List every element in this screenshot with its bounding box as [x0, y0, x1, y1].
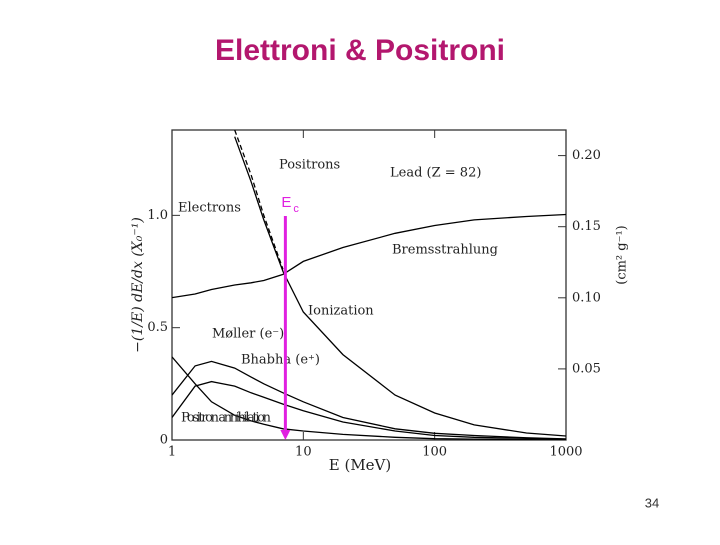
series-label: Bhabha (e⁺) — [241, 353, 320, 368]
x-axis-label: E (MeV) — [329, 456, 392, 474]
series-label: Electrons — [178, 201, 241, 216]
annotation: Lead (Z = 82) — [390, 166, 481, 181]
plot-frame — [171, 129, 567, 441]
page-number: 34 — [645, 495, 659, 510]
x-tick-label: 1000 — [549, 445, 582, 460]
annotation: Ionization — [308, 304, 374, 319]
series-line — [172, 356, 566, 440]
y-axis-label: −(1/E) dE/dx (X₀⁻¹) — [130, 217, 146, 353]
y-tick-label: 1.0 — [147, 208, 168, 223]
series-line — [234, 130, 284, 270]
x-tick-label: 1 — [168, 445, 176, 460]
ec-subscript: c — [293, 203, 299, 215]
y2-tick-label: 0.20 — [572, 148, 601, 163]
series-label: Møller (e⁻) — [212, 327, 284, 342]
series-label: Positrons — [279, 158, 340, 173]
x-tick-label: 100 — [422, 445, 447, 460]
y2-axis-label: (cm² g⁻¹) — [615, 225, 630, 285]
y2-tick-label: 0.10 — [572, 290, 601, 305]
critical-energy-arrow — [280, 430, 291, 440]
y-tick-label: 0 — [160, 433, 168, 448]
series-line — [234, 136, 566, 437]
series-label: Positron annihilation — [181, 411, 272, 426]
series-label: Bremsstrahlung — [392, 243, 498, 258]
y-tick-label: 0.5 — [147, 320, 168, 335]
x-tick-label: 10 — [295, 445, 312, 460]
y2-tick-label: 0.05 — [572, 361, 601, 376]
slide-title: Elettroni & Positroni — [215, 34, 505, 67]
ec-symbol: E — [281, 194, 291, 211]
series-line — [172, 360, 566, 440]
series-line — [172, 380, 566, 440]
series-line — [172, 213, 566, 299]
y2-tick-label: 0.15 — [572, 219, 601, 234]
